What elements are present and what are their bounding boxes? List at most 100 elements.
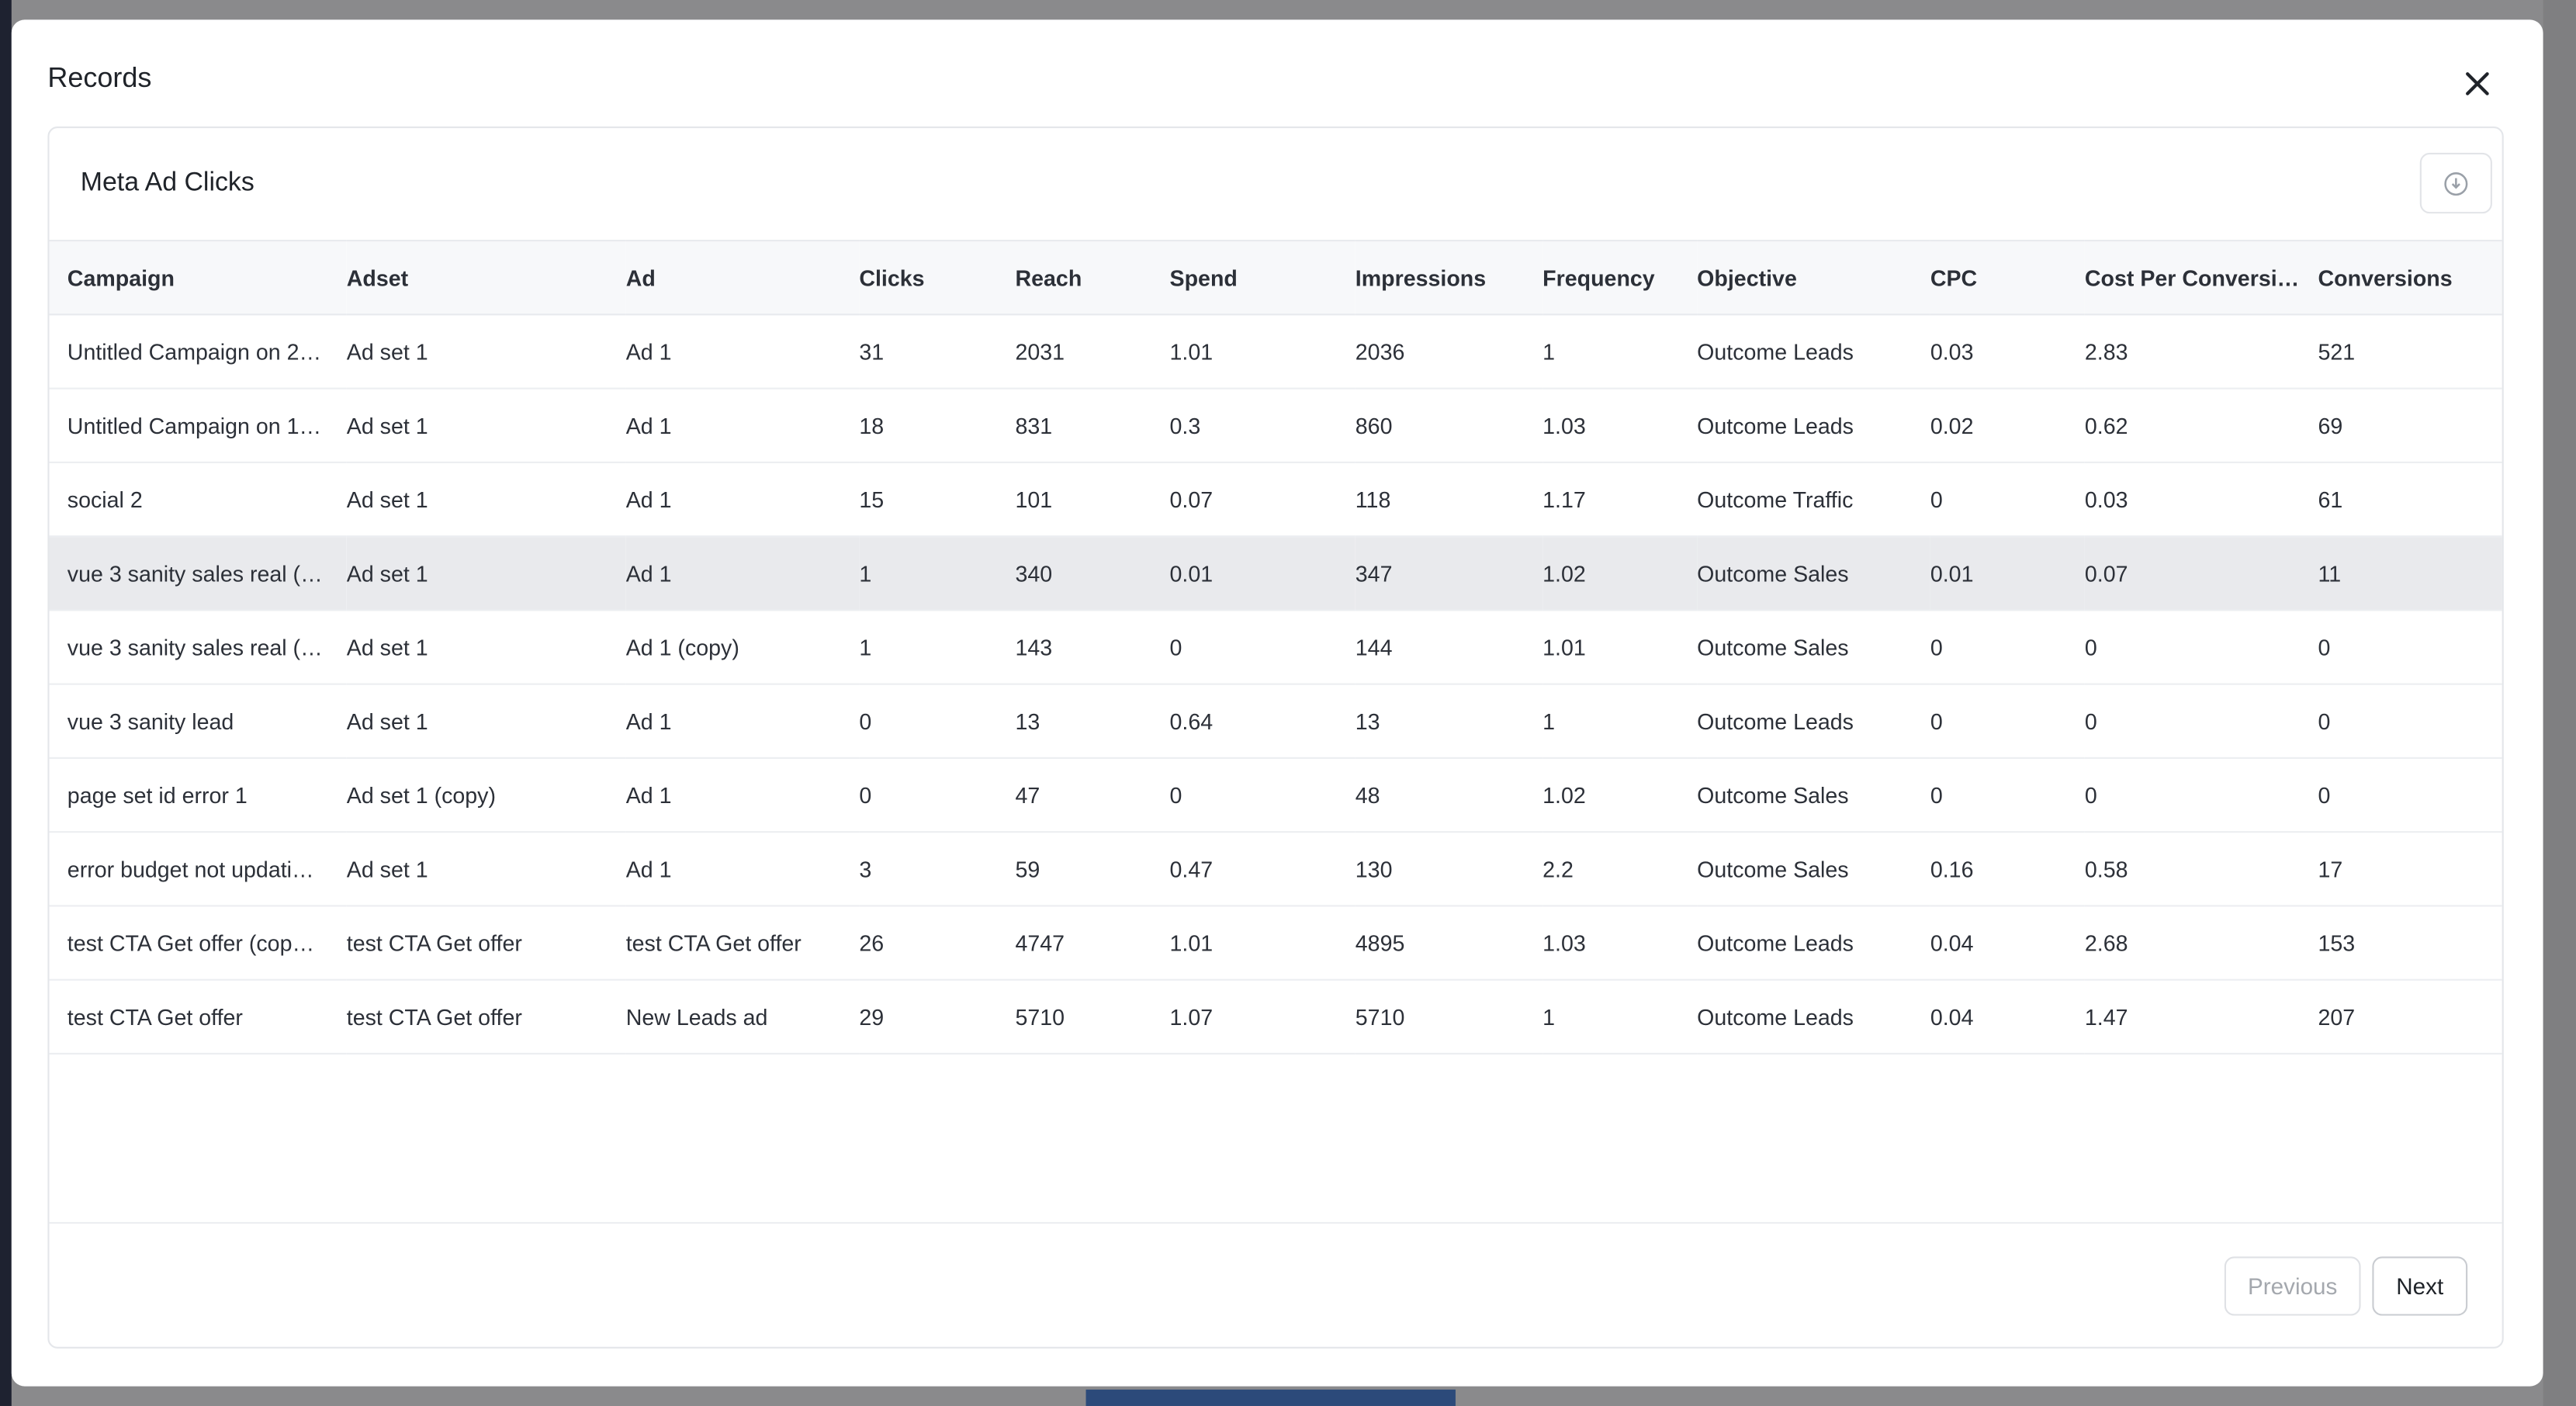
table-row: test CTA Get offer test CTA Get offer New … [49,979,2502,1054]
table-cell: Ad 1 [625,684,860,759]
table-row: Untitled Campaign on 1… Ad set 1 Ad 1 18 831… [49,388,2502,463]
table-cell: 1 [859,610,1016,685]
table-cell: 2036 [1355,314,1543,390]
table-cell: 0 [2318,610,2502,685]
table-cell: 0.07 [2084,536,2318,611]
table-cell: 130 [1355,832,1543,907]
table-cell: 0.01 [1930,536,2085,611]
table-cell: New Leads ad [625,979,860,1054]
table-cell: 0 [2084,757,2318,833]
table-cell: error budget not updati… [49,832,347,907]
next-button[interactable]: Next [2372,1256,2468,1316]
table-cell: 3 [859,832,1016,907]
table-cell: Untitled Campaign on 2… [49,314,347,390]
table-cell: test CTA Get offer [49,979,347,1054]
table-cell: 0 [1169,757,1356,833]
column-header: Frequency [1542,240,1698,316]
table-cell: Outcome Traffic [1697,462,1930,538]
table-cell: 15 [859,462,1016,538]
table-cell: 143 [1015,610,1170,685]
records-table: Campaign Adset Ad Clicks Reach Spend Impressio… [49,240,2502,1054]
table-cell: 61 [2318,462,2502,538]
column-header: Objective [1697,240,1930,316]
table-cell: Ad 1 [625,536,860,611]
column-header: Impressions [1355,240,1543,316]
table-cell: 1.07 [1169,979,1356,1054]
background-bar [1085,1389,1456,1406]
table-cell: Ad 1 (copy) [625,610,860,685]
table-cell: 0.47 [1169,832,1356,907]
table-cell: Ad set 1 [346,832,626,907]
table-cell: 2031 [1015,314,1170,390]
table-cell: 1.01 [1542,610,1698,685]
table-cell: 0 [859,684,1016,759]
table-cell: 2.2 [1542,832,1698,907]
table-cell: Outcome Sales [1697,832,1930,907]
table-cell: Outcome Leads [1697,388,1930,463]
column-header: Conversions [2318,240,2502,316]
table-cell: Ad set 1 [346,388,626,463]
table-cell: 207 [2318,979,2502,1054]
table-cell: 1.01 [1169,906,1356,981]
table-cell: 13 [1355,684,1543,759]
table-cell: 0.04 [1930,906,2085,981]
column-header: Cost Per Conversi… [2084,240,2318,316]
table-cell: 0 [2084,684,2318,759]
table-cell: 0.58 [2084,832,2318,907]
table-cell: 11 [2318,536,2502,611]
table-cell: 13 [1015,684,1170,759]
table-cell: 101 [1015,462,1170,538]
table-cell: 0.16 [1930,832,2085,907]
table-cell: 1.02 [1542,536,1698,611]
table-cell: 0 [859,757,1016,833]
table-cell: 48 [1355,757,1543,833]
pagination: Previous Next [49,1221,2502,1316]
column-header: Campaign [49,240,347,316]
table-row: Untitled Campaign on 2… Ad set 1 Ad 1 31 203… [49,314,2502,390]
table-cell: 5710 [1355,979,1543,1054]
table-cell: page set id error 1 [49,757,347,833]
table-cell: 1.17 [1542,462,1698,538]
table-cell: 340 [1015,536,1170,611]
download-button[interactable] [2419,152,2492,214]
table-cell: 1.02 [1542,757,1698,833]
table-cell: 118 [1355,462,1543,538]
table-cell: 17 [2318,832,2502,907]
table-cell: 47 [1015,757,1170,833]
table-cell: vue 3 sanity sales real (… [49,610,347,685]
table-cell: 521 [2318,314,2502,390]
table-cell: Ad set 1 [346,314,626,390]
table-cell: 0.04 [1930,979,2085,1054]
table-cell: 0.07 [1169,462,1356,538]
table-cell: 347 [1355,536,1543,611]
table-row: error budget not updati… Ad set 1 Ad 1 3 59 0… [49,832,2502,907]
table-cell: 153 [2318,906,2502,981]
table-row: vue 3 sanity lead Ad set 1 Ad 1 0 13 0.64 13 1 O… [49,684,2502,759]
table-cell: Ad set 1 [346,610,626,685]
table-cell: 0.01 [1169,536,1356,611]
download-icon [2444,171,2468,196]
table-cell: Ad 1 [625,388,860,463]
records-modal: Records Meta Ad Clicks Campaign Adset Ad Cl… [11,19,2543,1387]
header-row: Campaign Adset Ad Clicks Reach Spend Impressio… [49,240,2502,316]
table-cell: 0.62 [2084,388,2318,463]
table-cell: Ad 1 [625,314,860,390]
table-cell: 69 [2318,388,2502,463]
table-cell: 144 [1355,610,1543,685]
card: Meta Ad Clicks Campaign Adset Ad Clicks Reac… [47,126,2504,1349]
table-row: social 2 Ad set 1 Ad 1 15 101 0.07 118 1.17 Outc… [49,462,2502,538]
previous-button[interactable]: Previous [2224,1256,2361,1316]
table-cell: 0 [1169,610,1356,685]
table-cell: test CTA Get offer [346,906,626,981]
table-row: vue 3 sanity sales real (… Ad set 1 Ad 1 (… [49,610,2502,685]
table-cell: Outcome Sales [1697,536,1930,611]
close-button[interactable] [2463,69,2492,99]
column-header: Clicks [859,240,1016,316]
table-cell: 1 [859,536,1016,611]
table-cell: 1 [1542,314,1698,390]
table-cell: Outcome Leads [1697,314,1930,390]
table-cell: 1.03 [1542,388,1698,463]
table-cell: Outcome Sales [1697,757,1930,833]
